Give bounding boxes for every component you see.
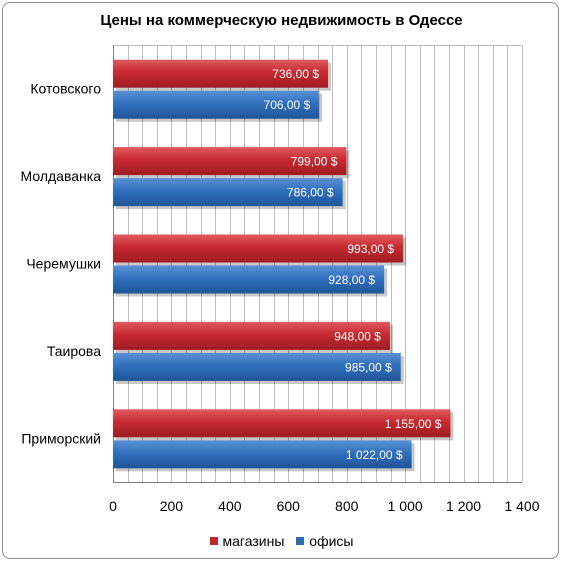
category-label: Молдаванка — [21, 168, 102, 184]
legend-item-offices: офисы — [296, 533, 353, 549]
data-label-shops: 799,00 $ — [291, 155, 338, 169]
x-tick-label: 0 — [109, 498, 117, 514]
category-label: Котовского — [30, 81, 101, 97]
legend-swatch-shops — [209, 537, 218, 545]
category-label: Черемушки — [26, 256, 101, 272]
x-tick-label: 400 — [218, 498, 242, 514]
bar-offices — [113, 178, 343, 207]
chart-title: Цены на коммерческую недвижимость в Одес… — [100, 12, 463, 29]
bar-offices — [113, 265, 385, 294]
bar-offices — [113, 352, 401, 381]
bar-offices — [113, 440, 412, 469]
legend-item-shops: магазины — [209, 533, 285, 549]
category-label: Приморский — [21, 430, 101, 446]
data-label-offices: 1 022,00 $ — [346, 448, 403, 462]
legend-swatch-offices — [296, 537, 305, 545]
data-label-offices: 985,00 $ — [345, 360, 392, 374]
data-label-shops: 736,00 $ — [272, 67, 319, 81]
x-tick-label: 200 — [160, 498, 184, 514]
x-tick-label: 600 — [277, 498, 301, 514]
bar-shops — [113, 147, 347, 176]
category-label: Таирова — [47, 343, 101, 359]
legend-label-offices: офисы — [309, 533, 354, 549]
x-tick-label: 800 — [335, 498, 359, 514]
data-label-offices: 706,00 $ — [264, 98, 311, 112]
bar-shops — [113, 409, 451, 438]
x-tick-label: 1 400 — [504, 498, 539, 514]
data-label-shops: 993,00 $ — [347, 242, 394, 256]
data-label-shops: 1 155,00 $ — [385, 417, 442, 431]
data-label-offices: 928,00 $ — [328, 273, 375, 287]
legend: магазины офисы — [0, 532, 563, 549]
data-label-shops: 948,00 $ — [334, 329, 381, 343]
bars — [113, 59, 454, 472]
x-tick-label: 1 000 — [388, 498, 423, 514]
bar-offices — [113, 90, 320, 119]
bar-shops — [113, 59, 329, 88]
labels: 0 200 400 600 800 1 000 1 200 1 400 Котовского 73… — [21, 67, 540, 514]
legend-label-shops: магазины — [222, 533, 285, 549]
data-label-offices: 786,00 $ — [287, 186, 334, 200]
x-tick-label: 1 200 — [446, 498, 481, 514]
bar-shops — [113, 234, 404, 263]
bar-shops — [113, 321, 390, 350]
